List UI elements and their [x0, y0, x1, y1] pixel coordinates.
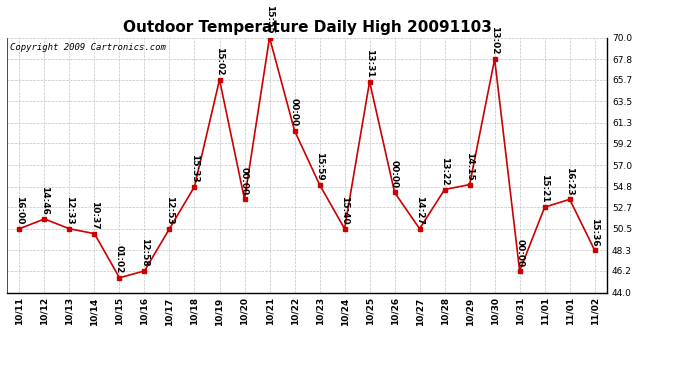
Text: 16:23: 16:23 — [565, 166, 574, 195]
Text: 00:00: 00:00 — [390, 160, 399, 188]
Text: 15:36: 15:36 — [590, 217, 599, 246]
Text: 13:22: 13:22 — [440, 157, 449, 185]
Text: 15:21: 15:21 — [540, 174, 549, 203]
Text: 00:00: 00:00 — [240, 167, 249, 195]
Text: 15:55: 15:55 — [265, 5, 274, 33]
Text: 12:58: 12:58 — [140, 238, 149, 267]
Text: 12:33: 12:33 — [65, 196, 74, 225]
Text: 14:27: 14:27 — [415, 196, 424, 225]
Title: Outdoor Temperature Daily High 20091103: Outdoor Temperature Daily High 20091103 — [123, 20, 491, 35]
Text: 12:53: 12:53 — [165, 196, 174, 225]
Text: 13:31: 13:31 — [365, 49, 374, 78]
Text: 15:40: 15:40 — [340, 196, 349, 225]
Text: 16:00: 16:00 — [15, 196, 24, 225]
Text: 14:15: 14:15 — [465, 152, 474, 180]
Text: 15:02: 15:02 — [215, 47, 224, 75]
Text: 14:46: 14:46 — [40, 186, 49, 215]
Text: 01:02: 01:02 — [115, 245, 124, 274]
Text: 15:59: 15:59 — [315, 152, 324, 180]
Text: 00:00: 00:00 — [290, 98, 299, 126]
Text: 15:33: 15:33 — [190, 154, 199, 182]
Text: Copyright 2009 Cartronics.com: Copyright 2009 Cartronics.com — [10, 43, 166, 52]
Text: 00:00: 00:00 — [515, 238, 524, 267]
Text: 10:37: 10:37 — [90, 201, 99, 229]
Text: 13:02: 13:02 — [490, 26, 499, 55]
